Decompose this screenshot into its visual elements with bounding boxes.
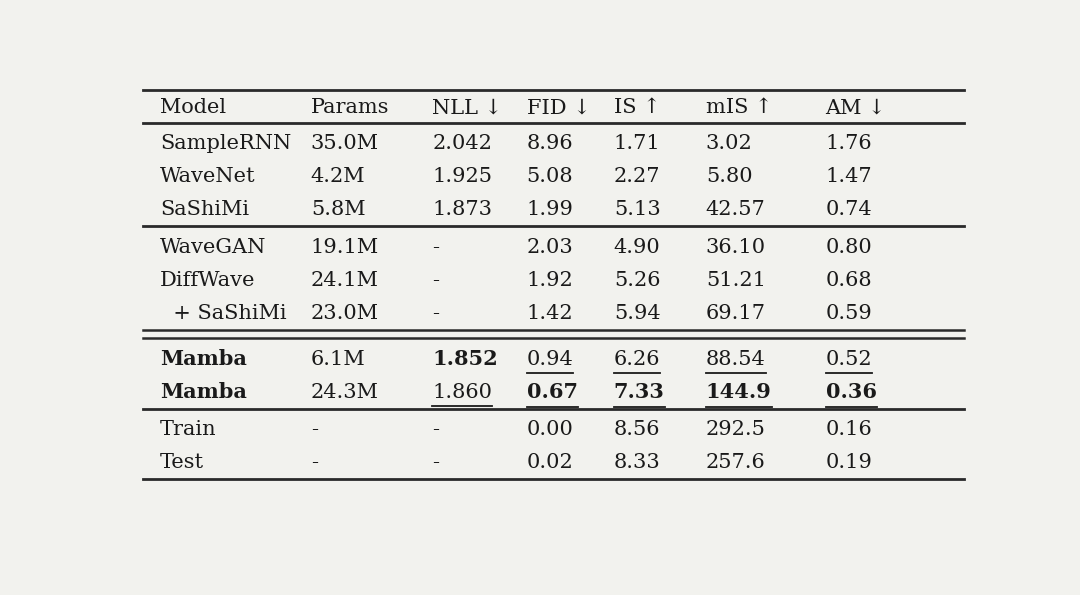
Text: DiffWave: DiffWave <box>160 271 256 290</box>
Text: 24.3M: 24.3M <box>311 383 379 402</box>
Text: -: - <box>311 420 318 439</box>
Text: 0.19: 0.19 <box>825 453 873 472</box>
Text: 24.1M: 24.1M <box>311 271 379 290</box>
Text: Test: Test <box>160 453 204 472</box>
Text: 144.9: 144.9 <box>706 382 772 402</box>
Text: 5.8M: 5.8M <box>311 201 365 220</box>
Text: 35.0M: 35.0M <box>311 134 379 154</box>
Text: -: - <box>432 304 440 323</box>
Text: 19.1M: 19.1M <box>311 238 379 257</box>
Text: 4.2M: 4.2M <box>311 167 365 186</box>
Text: -: - <box>432 420 440 439</box>
Text: WaveGAN: WaveGAN <box>160 238 267 257</box>
Text: 1.852: 1.852 <box>432 349 498 369</box>
Text: 6.26: 6.26 <box>613 350 660 369</box>
Text: 0.36: 0.36 <box>825 382 877 402</box>
Text: 36.10: 36.10 <box>706 238 766 257</box>
Text: 42.57: 42.57 <box>706 201 766 220</box>
Text: 1.92: 1.92 <box>527 271 573 290</box>
Text: mIS ↑: mIS ↑ <box>706 98 772 117</box>
Text: 2.042: 2.042 <box>432 134 492 154</box>
Text: 3.02: 3.02 <box>706 134 753 154</box>
Text: SaShiMi: SaShiMi <box>160 201 249 220</box>
Text: SampleRNN: SampleRNN <box>160 134 292 154</box>
Text: NLL ↓: NLL ↓ <box>432 98 502 117</box>
Text: 1.99: 1.99 <box>527 201 573 220</box>
Text: 2.27: 2.27 <box>613 167 660 186</box>
Text: 0.80: 0.80 <box>825 238 873 257</box>
Text: 1.47: 1.47 <box>825 167 873 186</box>
Text: 1.76: 1.76 <box>825 134 873 154</box>
Text: 1.71: 1.71 <box>613 134 661 154</box>
Text: AM ↓: AM ↓ <box>825 98 886 117</box>
Text: IS ↑: IS ↑ <box>613 98 660 117</box>
Text: -: - <box>432 238 440 257</box>
Text: 23.0M: 23.0M <box>311 304 379 323</box>
Text: WaveNet: WaveNet <box>160 167 256 186</box>
Text: 0.67: 0.67 <box>527 382 578 402</box>
Text: 1.873: 1.873 <box>432 201 492 220</box>
Text: 2.03: 2.03 <box>527 238 573 257</box>
Text: 4.90: 4.90 <box>613 238 661 257</box>
Text: 0.02: 0.02 <box>527 453 573 472</box>
Text: 69.17: 69.17 <box>706 304 766 323</box>
Text: + SaShiMi: + SaShiMi <box>160 304 286 323</box>
Text: 0.16: 0.16 <box>825 420 873 439</box>
Text: 0.94: 0.94 <box>527 350 573 369</box>
Text: 1.860: 1.860 <box>432 383 492 402</box>
Text: 8.33: 8.33 <box>613 453 661 472</box>
Text: -: - <box>432 271 440 290</box>
Text: 5.26: 5.26 <box>613 271 660 290</box>
Text: 7.33: 7.33 <box>613 382 664 402</box>
Text: Train: Train <box>160 420 217 439</box>
Text: Params: Params <box>311 98 389 117</box>
Text: Mamba: Mamba <box>160 382 247 402</box>
Text: 8.96: 8.96 <box>527 134 573 154</box>
Text: 88.54: 88.54 <box>706 350 766 369</box>
Text: 257.6: 257.6 <box>706 453 766 472</box>
Text: -: - <box>432 453 440 472</box>
Text: 0.59: 0.59 <box>825 304 873 323</box>
Text: FID ↓: FID ↓ <box>527 98 591 117</box>
Text: 51.21: 51.21 <box>706 271 766 290</box>
Text: 5.80: 5.80 <box>706 167 753 186</box>
Text: 5.13: 5.13 <box>613 201 661 220</box>
Text: Mamba: Mamba <box>160 349 247 369</box>
Text: 0.74: 0.74 <box>825 201 873 220</box>
Text: 5.08: 5.08 <box>527 167 573 186</box>
Text: -: - <box>311 453 318 472</box>
Text: 0.52: 0.52 <box>825 350 873 369</box>
Text: 1.925: 1.925 <box>432 167 492 186</box>
Text: 6.1M: 6.1M <box>311 350 365 369</box>
Text: 5.94: 5.94 <box>613 304 660 323</box>
Text: 1.42: 1.42 <box>527 304 573 323</box>
Text: 0.00: 0.00 <box>527 420 573 439</box>
Text: 8.56: 8.56 <box>613 420 660 439</box>
Text: 292.5: 292.5 <box>706 420 766 439</box>
Text: 0.68: 0.68 <box>825 271 873 290</box>
Text: Model: Model <box>160 98 226 117</box>
